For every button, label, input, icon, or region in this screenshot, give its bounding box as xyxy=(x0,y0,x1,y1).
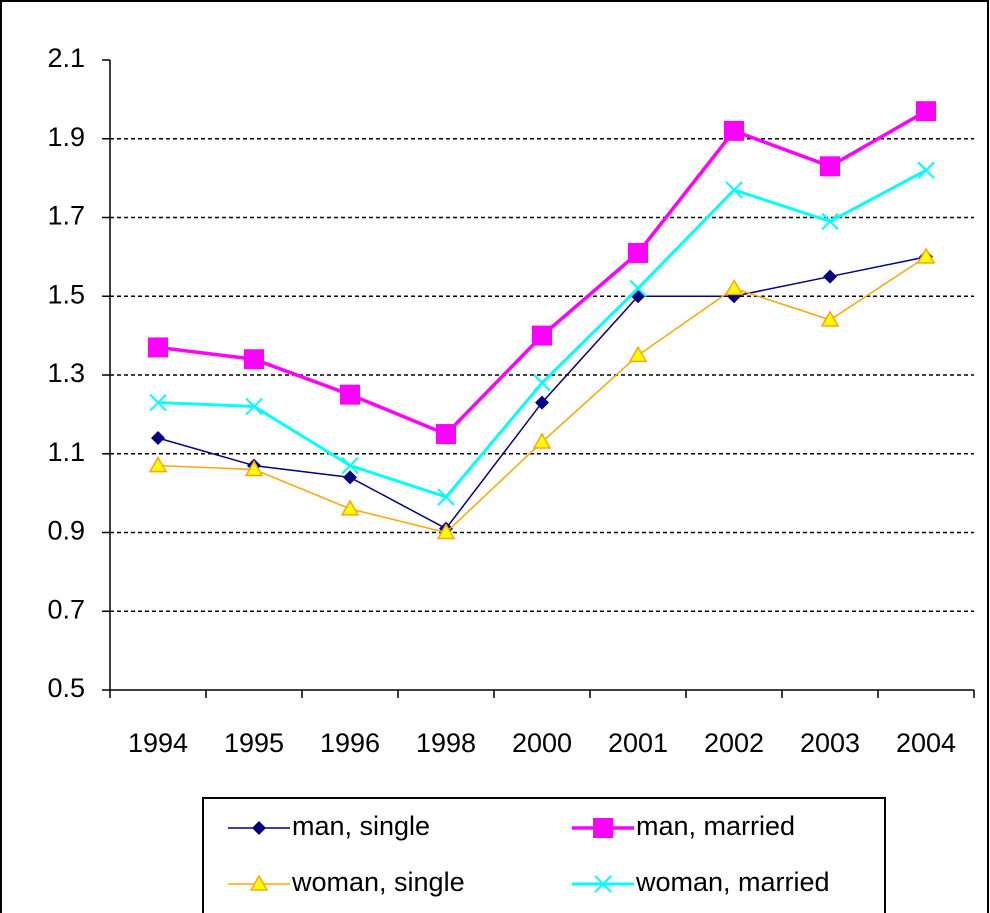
data-point xyxy=(821,212,839,231)
legend-marker xyxy=(252,821,266,835)
data-point xyxy=(341,456,359,475)
legend-label: woman, single xyxy=(291,867,465,897)
data-point xyxy=(148,337,168,358)
data-point xyxy=(343,470,357,485)
data-point xyxy=(628,345,648,363)
data-point xyxy=(149,393,167,412)
x-tick-label: 2000 xyxy=(512,728,572,758)
x-tick-label: 2002 xyxy=(704,728,764,758)
x-tick-label: 2004 xyxy=(896,728,956,758)
data-point xyxy=(436,424,456,445)
data-point xyxy=(244,349,264,370)
data-point xyxy=(532,432,552,449)
data-point xyxy=(820,310,840,327)
data-point xyxy=(916,101,936,122)
data-point xyxy=(725,181,743,199)
x-tick-label: 1994 xyxy=(128,728,188,758)
data-point xyxy=(724,120,744,141)
legend-marker xyxy=(593,818,613,838)
legend-marker xyxy=(249,874,269,891)
x-tick-label: 1996 xyxy=(320,728,380,758)
y-tick-label: 1.1 xyxy=(47,437,85,467)
legend-marker xyxy=(594,875,612,893)
data-point xyxy=(533,374,551,392)
data-point xyxy=(148,456,168,473)
legend-box xyxy=(202,797,886,913)
data-point xyxy=(823,269,837,284)
x-tick-label: 2001 xyxy=(608,728,668,758)
data-point xyxy=(340,384,360,405)
data-point xyxy=(340,499,360,516)
x-tick-label: 1995 xyxy=(224,728,284,758)
data-point xyxy=(436,522,456,540)
data-point xyxy=(629,279,647,298)
data-point xyxy=(244,459,264,477)
data-point xyxy=(820,156,840,177)
x-tick-label: 1998 xyxy=(416,728,476,758)
y-tick-label: 0.9 xyxy=(47,516,85,546)
y-tick-label: 0.5 xyxy=(47,673,85,703)
legend-label: man, single xyxy=(292,811,430,841)
data-point xyxy=(917,161,935,179)
x-tick-label: 2003 xyxy=(800,728,860,758)
data-point xyxy=(245,397,263,416)
y-tick-label: 1.5 xyxy=(47,279,85,309)
legend-label: woman, married xyxy=(635,867,830,897)
y-tick-label: 2.1 xyxy=(47,43,85,73)
data-point xyxy=(151,431,165,445)
y-tick-label: 0.7 xyxy=(47,594,85,624)
legend-label: man, married xyxy=(636,811,795,841)
data-point xyxy=(437,488,455,506)
data-point xyxy=(535,395,549,410)
data-point xyxy=(916,247,936,264)
data-point xyxy=(724,278,744,296)
y-tick-label: 1.7 xyxy=(47,201,85,231)
data-point xyxy=(532,325,552,346)
data-point xyxy=(628,242,648,263)
y-tick-label: 1.9 xyxy=(47,122,85,152)
y-tick-label: 1.3 xyxy=(47,358,85,388)
